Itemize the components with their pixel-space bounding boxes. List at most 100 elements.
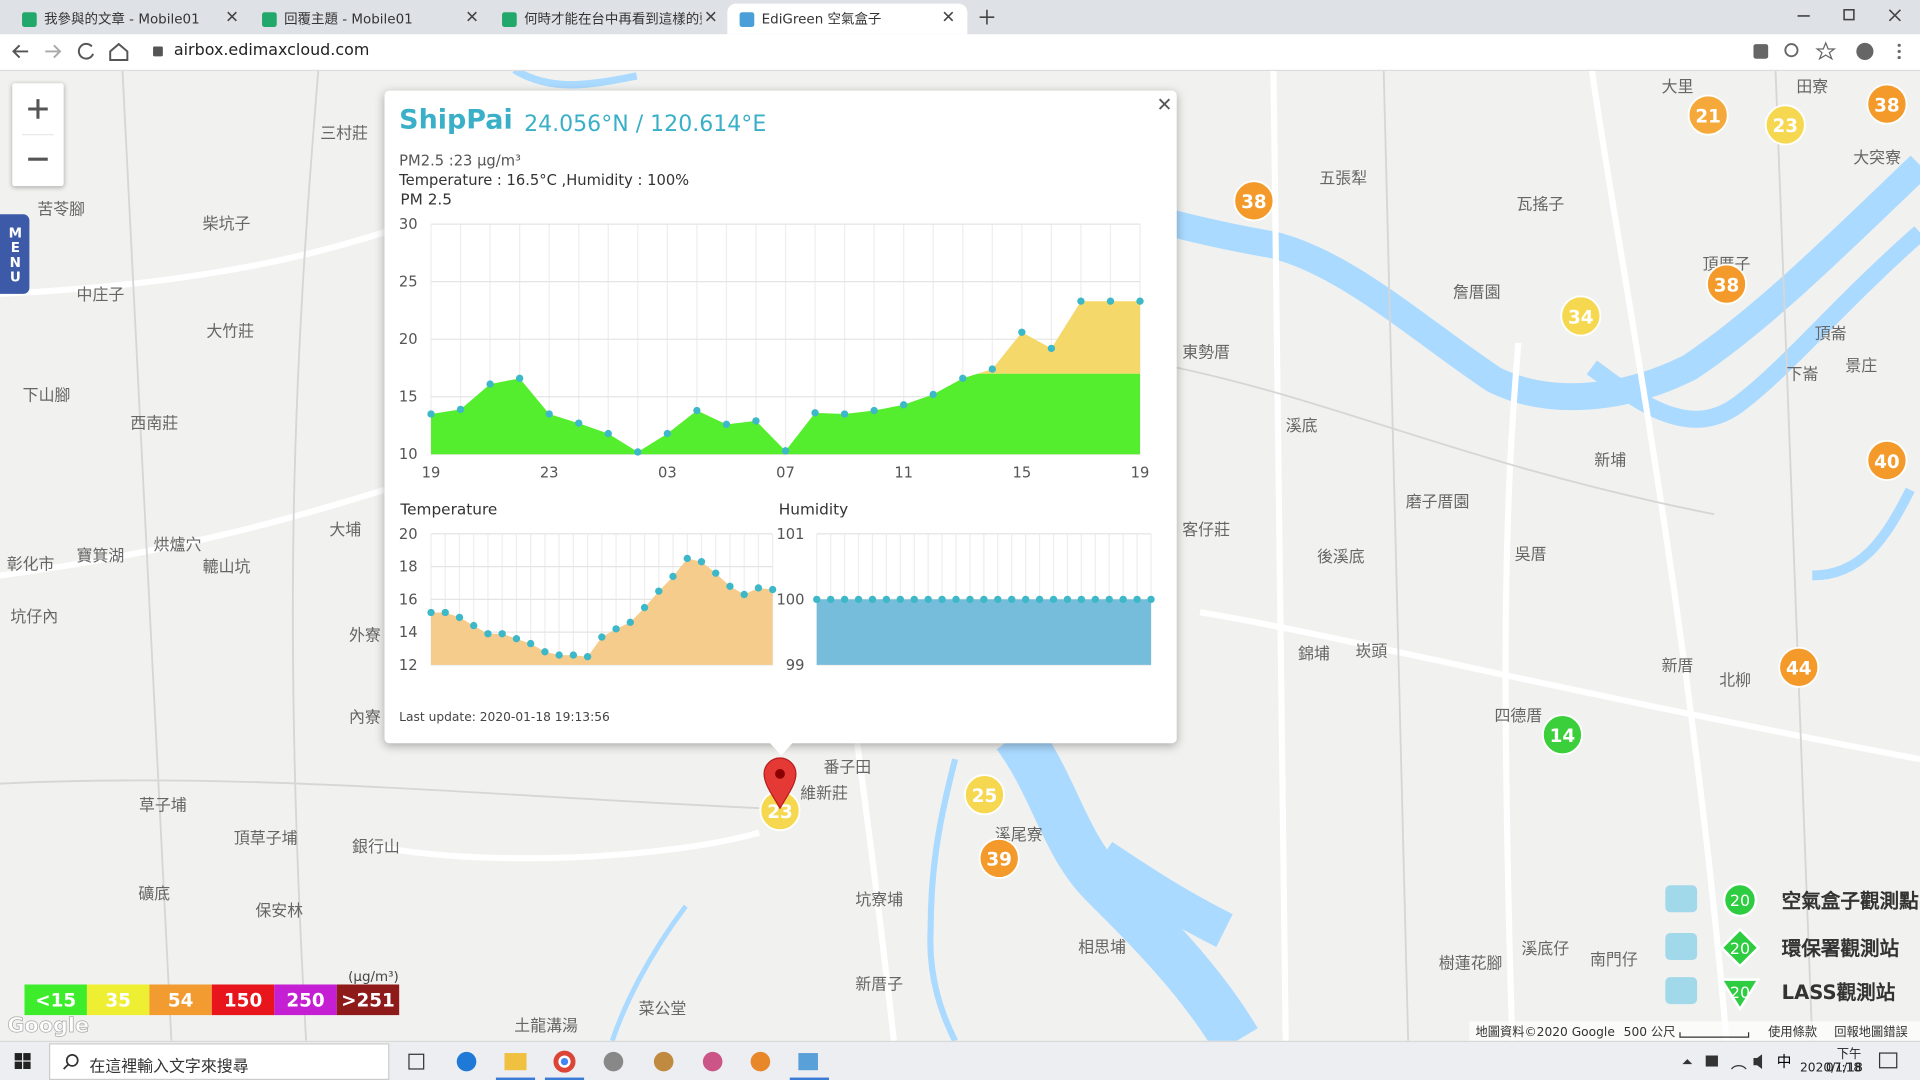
station-marker[interactable]: [1866, 439, 1908, 481]
legend-label: 150: [224, 991, 262, 1012]
tab-icons[interactable]: [0, 0, 1920, 34]
station-marker[interactable]: [963, 774, 1006, 816]
taskbar: 在這裡輸入文字來搜尋 中 下午 07:18 2020/1/18: [0, 1040, 1920, 1080]
place-label: 瓦搖子: [1517, 194, 1565, 213]
station-value: 34: [1568, 307, 1594, 328]
place-label: 土龍溝湯: [514, 1016, 578, 1035]
popup-pointer: [768, 742, 794, 756]
station-marker[interactable]: [1778, 646, 1820, 688]
legend-unit: (μg/m³): [348, 970, 399, 985]
legend-name: 空氣盒子觀測點: [1782, 889, 1919, 912]
nav-icons[interactable]: [0, 34, 1920, 70]
address-bar: airbox.edimaxcloud.com: [0, 34, 1920, 72]
place-label: 吳厝: [1515, 545, 1547, 564]
url[interactable]: airbox.edimaxcloud.com: [173, 41, 370, 61]
place-label: 礦底: [138, 884, 170, 903]
place-label: 田寮: [1796, 77, 1828, 96]
search-box[interactable]: 在這裡輸入文字來搜尋: [48, 1043, 390, 1080]
legend-icon: [1665, 977, 1698, 1005]
station-marker[interactable]: [1560, 295, 1602, 337]
place-label: 大里: [1662, 77, 1694, 96]
scale-bar: [1679, 1032, 1750, 1038]
menu-button[interactable]: MENU: [0, 214, 30, 294]
station-marker[interactable]: [1687, 94, 1729, 136]
legend-swatch: [24, 984, 87, 1016]
tab[interactable]: 回覆主題 - Mobile01: [250, 4, 483, 35]
station-marker[interactable]: [1866, 83, 1908, 125]
tab-active[interactable]: EdiGreen 空氣盒子: [727, 3, 968, 35]
legend-marker: [1719, 927, 1761, 968]
legend-label: <15: [35, 991, 76, 1012]
place-label: 四德厝: [1495, 706, 1543, 725]
station-value: 40: [1874, 452, 1900, 473]
close-button[interactable]: [1156, 96, 1173, 113]
place-label: 磨子厝園: [1406, 492, 1470, 511]
terms-link[interactable]: 使用條款: [1768, 1024, 1817, 1039]
tab[interactable]: 我參與的文章 - Mobile01: [10, 4, 243, 35]
station-marker[interactable]: [1706, 263, 1748, 305]
station-marker[interactable]: [1541, 714, 1583, 756]
place-label: 坑仔內: [10, 607, 58, 626]
station-value: 23: [1773, 116, 1799, 137]
place-label: 烘爐穴: [154, 535, 202, 554]
station-value: 38: [1714, 275, 1740, 296]
place-label: 外寮: [349, 625, 381, 644]
place-label: 番子田: [823, 758, 871, 777]
place-label: 下山腳: [23, 385, 71, 404]
place-label: 彰化市: [7, 554, 55, 573]
legend-swatch: [211, 984, 275, 1016]
tab-bar: 我參與的文章 - Mobile01 回覆主題 - Mobile01 何時才能在台…: [0, 0, 1920, 35]
station-marker[interactable]: [1233, 180, 1275, 222]
clock-date[interactable]: 2020/1/18: [1800, 1061, 1863, 1076]
place-label: 五張犁: [1319, 169, 1367, 188]
tab[interactable]: 何時才能在台中再看到這樣的藍天: [490, 4, 723, 35]
station-marker[interactable]: [978, 837, 1020, 879]
place-label: 柴坑子: [203, 214, 251, 233]
place-label: 頂草子埔: [234, 829, 298, 848]
search-icon: [63, 1054, 79, 1070]
place-label: 南門仔: [1590, 950, 1638, 969]
station-name: ShipPai: [399, 105, 513, 136]
place-label: 相思埔: [1078, 938, 1126, 957]
place-label: 大突寮: [1853, 148, 1901, 167]
place-label: 頂崙: [1815, 324, 1847, 343]
station-marker[interactable]: [1764, 104, 1806, 146]
place-label: 崁頭: [1356, 641, 1388, 660]
place-label: 寶箕湖: [77, 546, 125, 565]
legend-icon: [1665, 885, 1698, 913]
legend-icon: [1665, 933, 1698, 961]
zoom-icons[interactable]: [12, 83, 63, 186]
place-label: 轆山坑: [203, 557, 251, 576]
place-label: 後溪底: [1317, 547, 1365, 566]
attribution: 地圖資料©2020 Google: [1476, 1025, 1615, 1039]
place-label: 溪尾寮: [995, 825, 1043, 844]
legend-swatch: [86, 984, 150, 1016]
report-link[interactable]: 回報地圖錯誤: [1834, 1024, 1907, 1039]
place-label: 中庄子: [77, 285, 125, 304]
place-label: 大竹莊: [206, 322, 254, 341]
station-value: 14: [1550, 726, 1576, 747]
station-coords: 24.056°N / 120.614°E: [524, 111, 767, 138]
place-label: 新厝: [1662, 656, 1694, 675]
place-label: 新厝子: [855, 974, 903, 993]
legend-value: 20: [1730, 939, 1750, 958]
legend-swatch: [336, 984, 400, 1016]
legend-label: 54: [168, 991, 194, 1012]
place-label: 菜公堂: [639, 999, 687, 1018]
rivers: [512, 66, 1920, 1054]
clock-time[interactable]: 下午 07:18: [1825, 1048, 1862, 1076]
place-label: 草子埔: [139, 796, 187, 815]
place-label: 三村莊: [320, 123, 368, 142]
legend-name: 環保署觀測站: [1782, 937, 1900, 960]
place-label: 北柳: [1719, 671, 1751, 690]
taskbar-icons[interactable]: [0, 1042, 1920, 1080]
station-value: 21: [1695, 106, 1721, 127]
pm-reading: PM2.5 :23 μg/m³: [399, 151, 521, 169]
legend-swatch: [149, 984, 212, 1016]
legend-name: LASS觀測站: [1782, 981, 1896, 1004]
ime-indicator[interactable]: 中: [1776, 1053, 1792, 1071]
legend-label: 35: [105, 991, 131, 1012]
station-value: 38: [1241, 192, 1267, 213]
place-label: 下崙: [1787, 365, 1819, 384]
station-value: 25: [972, 786, 998, 807]
